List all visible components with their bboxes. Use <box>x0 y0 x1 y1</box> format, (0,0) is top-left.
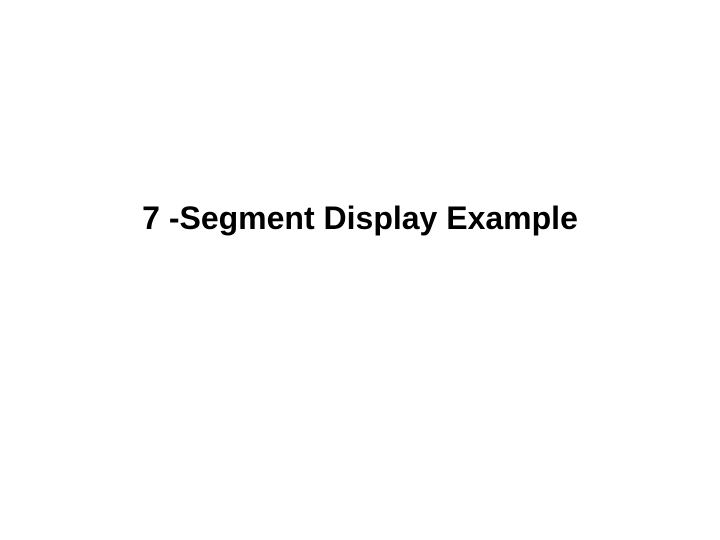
slide-container: 7 -Segment Display Example <box>0 0 720 540</box>
slide-title: 7 -Segment Display Example <box>0 200 720 237</box>
